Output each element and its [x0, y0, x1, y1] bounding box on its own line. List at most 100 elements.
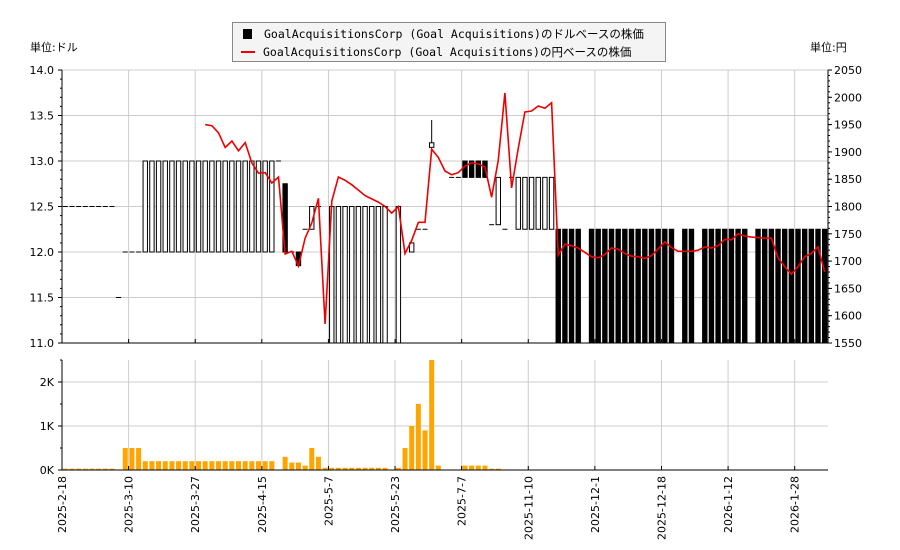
candle-up — [175, 160, 182, 253]
volume-bar — [409, 426, 415, 470]
candle-up — [362, 206, 368, 344]
candle-up — [309, 206, 315, 230]
volume-tick-label: 2K — [40, 376, 55, 389]
candle-up — [155, 160, 162, 253]
candle-down — [742, 228, 748, 344]
candle-up — [535, 176, 541, 230]
candle-up — [169, 160, 175, 253]
volume-bar — [322, 467, 328, 470]
x-tick-label: 2025-7-7 — [456, 476, 469, 526]
volume-bar — [209, 461, 215, 470]
candle-up — [382, 206, 388, 344]
left-tick-label: 12.0 — [30, 246, 55, 259]
volume-bar — [282, 456, 288, 470]
volume-bar — [415, 404, 421, 470]
candle-down — [602, 228, 608, 344]
volume-bar — [342, 467, 348, 470]
left-tick-label: 11.5 — [30, 292, 55, 305]
candle-up — [548, 176, 555, 230]
left-tick-label: 11.0 — [30, 337, 55, 350]
volume-bar — [156, 461, 162, 470]
candle-up — [195, 160, 202, 253]
candle-down — [462, 160, 468, 178]
x-tick-label: 2025-11-10 — [522, 476, 535, 540]
volume-bar — [262, 461, 268, 470]
volume-bar — [362, 467, 368, 470]
left-tick-label: 13.5 — [30, 110, 55, 123]
candle-up — [249, 160, 255, 253]
right-unit-label: 単位:円 — [810, 41, 847, 54]
candle-up — [349, 206, 355, 344]
volume-bar — [469, 465, 475, 470]
candle-up — [542, 176, 548, 230]
left-tick-label: 12.5 — [30, 201, 55, 214]
candle-up — [162, 160, 168, 253]
volume-bar — [402, 448, 408, 470]
candle-down — [768, 228, 775, 344]
volume-bar — [216, 461, 222, 470]
volume-tick-label: 0K — [40, 464, 55, 477]
volume-bar — [109, 468, 115, 470]
candle-down — [635, 228, 641, 344]
candle-down — [622, 228, 628, 344]
volume-bar — [249, 461, 255, 470]
candle-down — [801, 228, 808, 344]
volume-bar — [302, 465, 308, 470]
right-tick-label: 1800 — [834, 201, 862, 214]
candle-up — [235, 160, 242, 253]
candle-down — [595, 228, 601, 344]
candle-up — [269, 160, 275, 253]
volume-bar — [202, 461, 208, 470]
candle-down — [795, 228, 801, 344]
x-tick-label: 2025-5-23 — [389, 476, 402, 533]
candle-down — [722, 228, 728, 344]
right-tick-label: 1550 — [834, 337, 862, 350]
volume-bar — [429, 360, 435, 470]
candle-up — [395, 206, 402, 344]
right-tick-label: 1900 — [834, 146, 862, 159]
candle-down — [468, 160, 475, 178]
candle-up — [428, 142, 435, 148]
right-tick-label: 2050 — [834, 64, 862, 77]
x-tick-label: 2025-12-1 — [589, 476, 602, 533]
volume-bar — [176, 461, 182, 470]
candle-down — [662, 228, 668, 344]
candle-down — [788, 228, 795, 344]
volume-bar — [102, 468, 108, 470]
candle-up — [528, 176, 535, 230]
right-tick-label: 2000 — [834, 91, 862, 104]
candle-up — [408, 242, 415, 253]
volume-bar — [169, 461, 175, 470]
volume-bar — [189, 461, 195, 470]
volume-bar — [62, 468, 68, 470]
candle-down — [575, 228, 581, 344]
candle-down — [628, 228, 635, 344]
volume-bar — [269, 461, 275, 470]
volume-bar — [355, 467, 361, 470]
right-tick-label: 1950 — [834, 119, 862, 132]
volume-bar — [242, 461, 248, 470]
volume-bar — [229, 461, 235, 470]
volume-bar — [435, 465, 441, 470]
candle-up — [342, 206, 348, 344]
right-tick-label: 1850 — [834, 173, 862, 186]
volume-bar — [382, 467, 388, 470]
x-tick-label: 2025-2-18 — [56, 476, 69, 533]
jpy-price-line — [205, 92, 826, 324]
candle-down — [808, 228, 815, 344]
volume-bar — [76, 468, 82, 470]
candle-up — [495, 176, 501, 226]
volume-bar — [289, 462, 295, 470]
x-tick-label: 2025-12-18 — [655, 476, 668, 540]
volume-bar — [89, 468, 95, 470]
volume-bar — [489, 468, 495, 470]
right-tick-label: 1750 — [834, 228, 862, 241]
candle-up — [222, 160, 228, 253]
candle-down — [708, 228, 715, 344]
volume-bar — [122, 448, 128, 470]
volume-bar — [475, 465, 481, 470]
candle-up — [202, 160, 208, 253]
volume-bar — [349, 467, 355, 470]
volume-bars — [62, 360, 501, 470]
